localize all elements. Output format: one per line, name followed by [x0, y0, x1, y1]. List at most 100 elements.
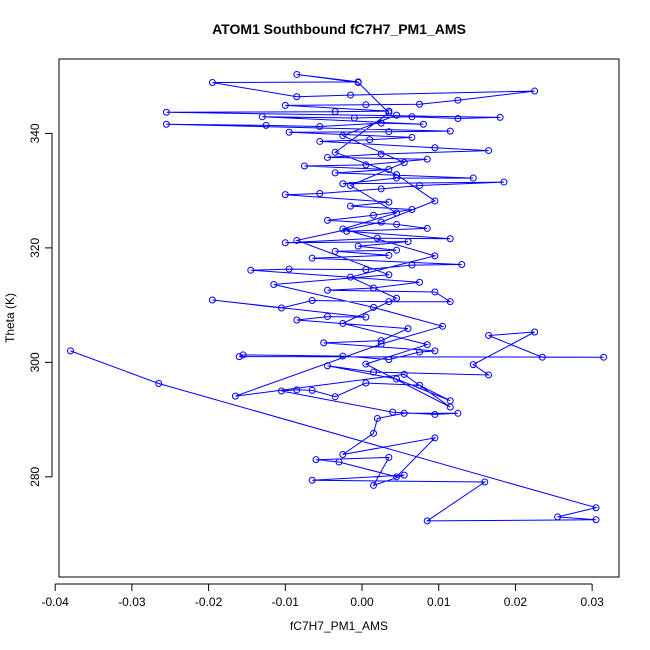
x-tick-label: 0.02 [504, 595, 528, 609]
data-point [316, 190, 324, 198]
data-point [285, 265, 293, 273]
y-axis: 280 300 320 340 [28, 123, 53, 487]
data-point [331, 393, 339, 401]
data-point [293, 93, 301, 101]
data-point [385, 453, 393, 461]
data-point [293, 316, 301, 324]
data-point [354, 78, 362, 86]
data-point [323, 313, 331, 321]
data-point [362, 101, 370, 109]
data-point [208, 296, 216, 304]
data-point [454, 96, 462, 104]
data-point [393, 209, 401, 217]
data-point [347, 273, 355, 281]
data-point [592, 504, 600, 512]
data-point [485, 147, 493, 155]
data-point [393, 473, 401, 481]
data-point [385, 298, 393, 306]
data-point [347, 91, 355, 99]
data-point [347, 202, 355, 210]
data-point [431, 144, 439, 152]
data-point [385, 128, 393, 136]
data-point [446, 127, 454, 135]
data-point [270, 281, 278, 289]
data-point [485, 331, 493, 339]
data-point [308, 297, 316, 305]
data-point [312, 456, 320, 464]
data-point [231, 392, 239, 400]
data-point [416, 181, 424, 189]
data-point [262, 121, 270, 129]
plot-frame [58, 58, 620, 578]
data-point [323, 153, 331, 161]
data-point [323, 362, 331, 370]
data-point [431, 347, 439, 355]
data-point [531, 328, 539, 336]
x-tick-label: -0.03 [118, 595, 146, 609]
data-point [393, 375, 401, 383]
chart-title: ATOM1 Southbound fC7H7_PM1_AMS [212, 21, 466, 37]
data-point [335, 458, 343, 466]
data-point [281, 101, 289, 109]
y-axis-label: Theta (K) [3, 293, 17, 343]
data-point [592, 516, 600, 524]
data-point [446, 235, 454, 243]
x-tick-label: 0.00 [350, 595, 374, 609]
data-point [408, 206, 416, 214]
data-point [343, 227, 351, 235]
data-point [370, 429, 378, 437]
data-point [393, 294, 401, 302]
data-point [377, 337, 385, 345]
data-point [423, 224, 431, 232]
data-point [393, 171, 401, 179]
data-point [235, 353, 243, 361]
x-axis: -0.04 -0.03 -0.02 -0.01 0.00 0.01 0.02 0.03 [41, 583, 604, 609]
x-tick-label: -0.02 [195, 595, 223, 609]
data-point [239, 351, 247, 359]
data-point [350, 114, 358, 122]
data-point [423, 341, 431, 349]
x-tick-label: -0.01 [272, 595, 300, 609]
data-point [370, 284, 378, 292]
data-point [531, 87, 539, 95]
data-point [408, 113, 416, 121]
data-point [67, 347, 75, 355]
data-point [385, 109, 393, 117]
data-point [362, 379, 370, 387]
data-point [362, 313, 370, 321]
data-point [446, 298, 454, 306]
data-point [458, 260, 466, 268]
data-point [404, 325, 412, 333]
data-point [370, 368, 378, 376]
data-point [385, 198, 393, 206]
data-point [323, 216, 331, 224]
data-point [393, 220, 401, 228]
data-point [277, 304, 285, 312]
data-point [331, 108, 339, 116]
data-point [331, 148, 339, 156]
data-point [416, 381, 424, 389]
y-tick-label: 300 [28, 352, 42, 372]
data-point [385, 271, 393, 279]
series-line [70, 74, 604, 522]
data-point [404, 238, 412, 246]
data-point [400, 159, 408, 167]
data-point [277, 387, 285, 395]
plot-area [58, 58, 620, 578]
data-point [454, 115, 462, 123]
x-tick-label: 0.03 [580, 595, 604, 609]
data-point [155, 380, 163, 388]
data-point [393, 246, 401, 254]
data-point [308, 476, 316, 484]
data-point [446, 403, 454, 411]
data-point [370, 303, 378, 311]
data-point [431, 434, 439, 442]
data-point [538, 353, 546, 361]
data-point [293, 236, 301, 244]
data-point [431, 410, 439, 418]
data-point [431, 288, 439, 296]
data-point [339, 132, 347, 140]
data-point [500, 178, 508, 186]
data-point [416, 348, 424, 356]
